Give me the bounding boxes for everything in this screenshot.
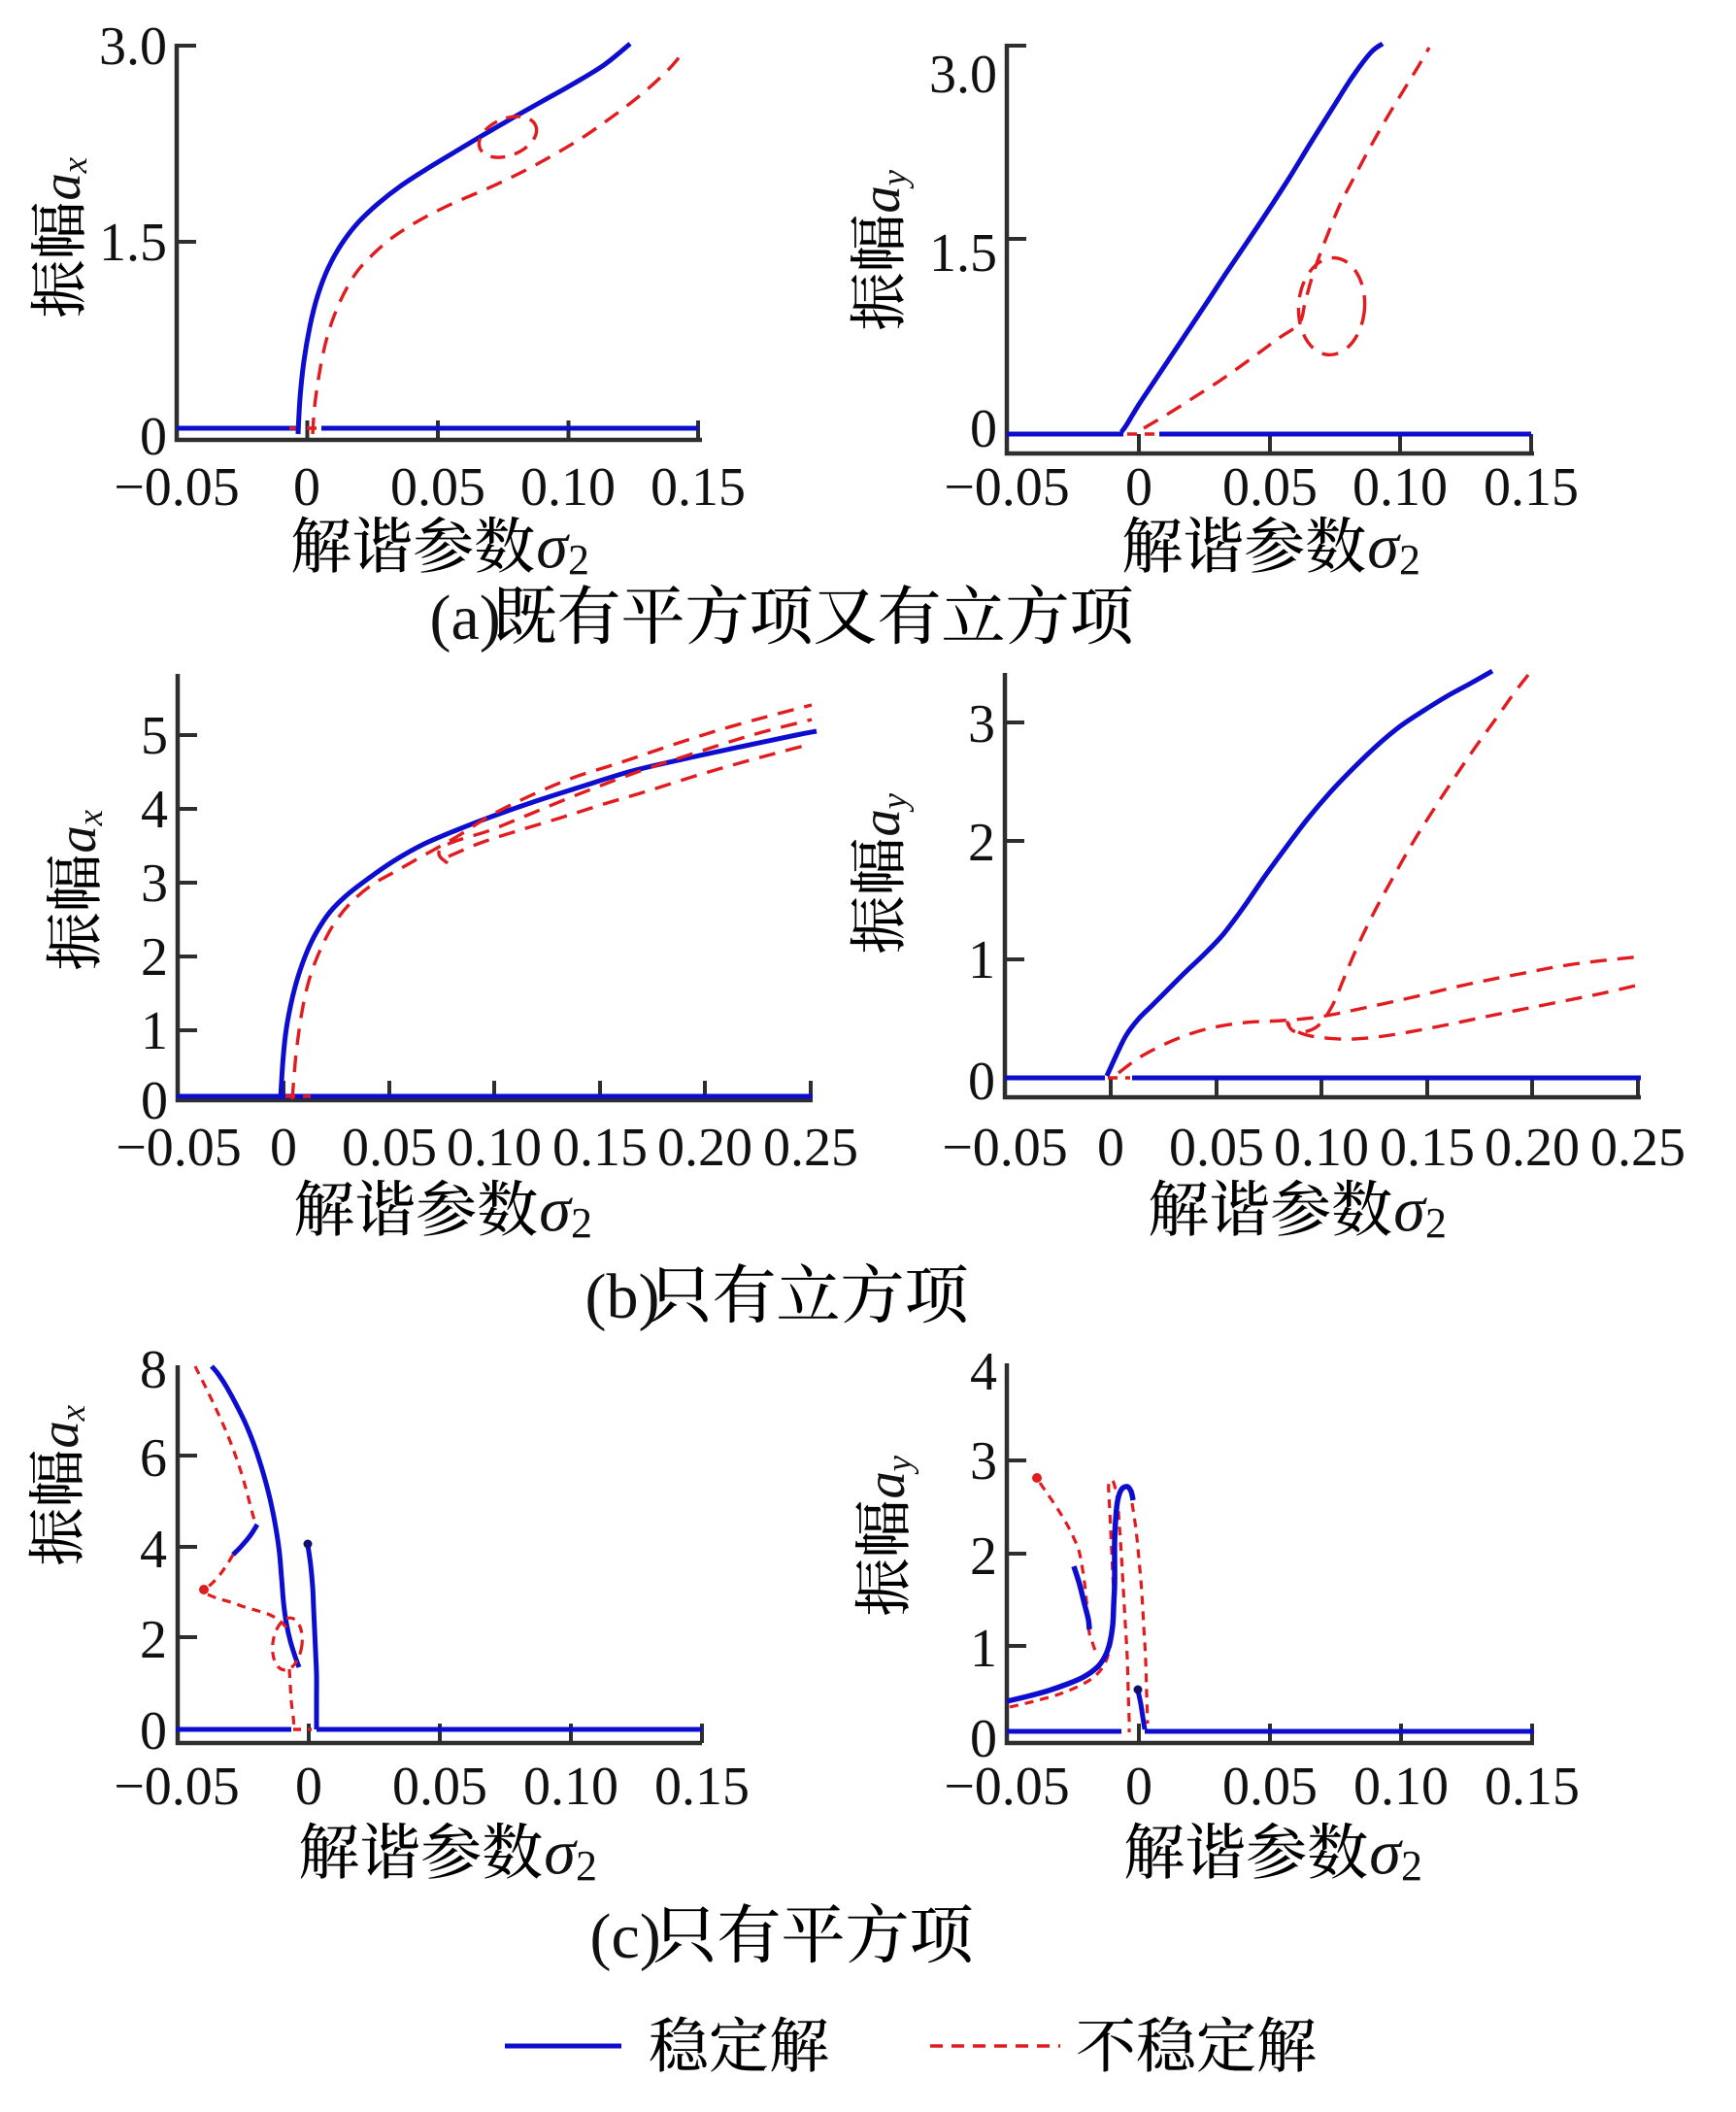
svg-text:0.10: 0.10 xyxy=(523,1757,618,1817)
svg-text:−0.05: −0.05 xyxy=(942,1118,1068,1178)
svg-text:2: 2 xyxy=(576,1842,597,1890)
svg-text:σ: σ xyxy=(1369,1818,1403,1889)
svg-text:−0.05: −0.05 xyxy=(116,1118,242,1178)
svg-text:2: 2 xyxy=(1401,1842,1422,1890)
svg-text:6: 6 xyxy=(140,1428,167,1489)
svg-text:0.05: 0.05 xyxy=(1169,1118,1264,1178)
svg-text:0: 0 xyxy=(295,1757,322,1817)
svg-text:a: a xyxy=(855,1471,917,1499)
svg-text:0.15: 0.15 xyxy=(552,1118,648,1178)
svg-text:σ: σ xyxy=(544,1818,578,1889)
svg-text:0: 0 xyxy=(1125,457,1152,518)
svg-text:0.05: 0.05 xyxy=(1222,457,1318,518)
svg-text:0: 0 xyxy=(293,457,320,518)
svg-text:(c): (c) xyxy=(590,1901,661,1972)
svg-text:0.25: 0.25 xyxy=(1590,1118,1686,1178)
svg-text:0.15: 0.15 xyxy=(1380,1118,1475,1178)
svg-text:1: 1 xyxy=(141,1001,168,1061)
svg-text:a: a xyxy=(29,1421,90,1449)
svg-text:3: 3 xyxy=(968,694,995,754)
svg-text:1.5: 1.5 xyxy=(929,223,997,284)
svg-text:1: 1 xyxy=(968,930,995,990)
svg-text:2: 2 xyxy=(141,927,168,988)
svg-text:0.10: 0.10 xyxy=(1352,457,1448,518)
svg-text:0.05: 0.05 xyxy=(342,1118,437,1178)
svg-text:0: 0 xyxy=(1097,1118,1124,1178)
svg-text:2: 2 xyxy=(1399,536,1420,584)
svg-text:0.10: 0.10 xyxy=(1353,1757,1449,1817)
svg-text:1.5: 1.5 xyxy=(99,213,167,273)
svg-text:0.20: 0.20 xyxy=(657,1118,752,1178)
svg-text:x: x xyxy=(71,809,111,826)
svg-text:0.05: 0.05 xyxy=(392,1757,487,1817)
svg-text:4: 4 xyxy=(140,1520,167,1580)
svg-text:0.25: 0.25 xyxy=(763,1118,858,1178)
svg-text:2: 2 xyxy=(968,813,995,873)
svg-text:0: 0 xyxy=(140,407,167,467)
svg-text:2: 2 xyxy=(571,1199,592,1247)
svg-text:a: a xyxy=(851,809,912,837)
svg-text:0.15: 0.15 xyxy=(654,1757,750,1817)
svg-text:2: 2 xyxy=(1425,1199,1447,1247)
svg-text:−0.05: −0.05 xyxy=(114,457,240,518)
svg-text:y: y xyxy=(880,1455,919,1475)
svg-text:−0.05: −0.05 xyxy=(944,457,1070,518)
svg-text:3: 3 xyxy=(141,854,168,914)
svg-text:0: 0 xyxy=(141,1071,168,1131)
svg-text:(b): (b) xyxy=(585,1261,660,1332)
svg-text:0.05: 0.05 xyxy=(390,457,485,518)
svg-text:a: a xyxy=(47,825,108,854)
svg-text:1: 1 xyxy=(970,1619,997,1679)
svg-text:0.10: 0.10 xyxy=(447,1118,542,1178)
svg-text:σ: σ xyxy=(1393,1175,1427,1246)
svg-text:0.15: 0.15 xyxy=(1485,1757,1580,1817)
svg-text:x: x xyxy=(55,156,95,174)
svg-text:a: a xyxy=(31,173,92,201)
svg-text:3.0: 3.0 xyxy=(99,17,167,77)
svg-text:0.10: 0.10 xyxy=(520,457,616,518)
svg-text:0: 0 xyxy=(1125,1757,1152,1817)
svg-text:0.05: 0.05 xyxy=(1222,1757,1318,1817)
svg-text:y: y xyxy=(875,792,915,813)
svg-text:0: 0 xyxy=(970,1709,997,1769)
svg-text:σ: σ xyxy=(539,1175,573,1246)
svg-text:0: 0 xyxy=(140,1701,167,1761)
svg-text:0.20: 0.20 xyxy=(1485,1118,1580,1178)
svg-text:a: a xyxy=(851,185,912,214)
svg-text:−0.05: −0.05 xyxy=(114,1757,240,1817)
svg-text:−0.05: −0.05 xyxy=(944,1757,1070,1817)
svg-text:x: x xyxy=(53,1404,93,1422)
svg-text:σ: σ xyxy=(536,512,570,583)
svg-text:2: 2 xyxy=(140,1610,167,1670)
svg-text:y: y xyxy=(875,169,915,189)
svg-text:σ: σ xyxy=(1367,512,1401,583)
svg-text:0.15: 0.15 xyxy=(1484,457,1579,518)
svg-text:4: 4 xyxy=(970,1342,997,1402)
svg-text:3.0: 3.0 xyxy=(929,45,997,105)
svg-text:4: 4 xyxy=(141,780,168,840)
svg-text:2: 2 xyxy=(568,536,589,584)
svg-text:0.10: 0.10 xyxy=(1274,1118,1369,1178)
svg-text:3: 3 xyxy=(970,1431,997,1492)
svg-text:(a): (a) xyxy=(430,583,501,654)
svg-text:0: 0 xyxy=(970,399,997,459)
svg-text:8: 8 xyxy=(140,1340,167,1400)
svg-text:0: 0 xyxy=(968,1052,995,1112)
svg-text:5: 5 xyxy=(141,706,168,766)
svg-text:2: 2 xyxy=(970,1526,997,1587)
svg-text:0: 0 xyxy=(270,1118,297,1178)
svg-text:0.15: 0.15 xyxy=(651,457,746,518)
